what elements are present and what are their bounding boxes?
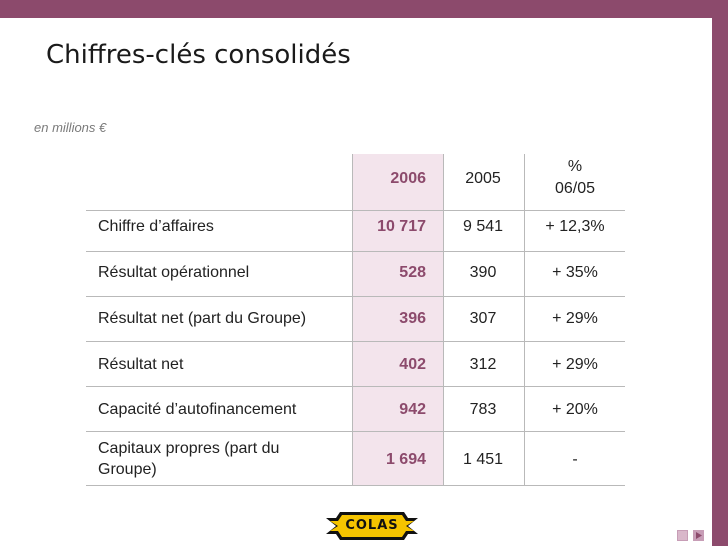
table-row-value-2006: 10 717 (377, 218, 426, 235)
header-pct-line2: 06/05 (554, 180, 596, 197)
row-divider (86, 431, 625, 432)
table-row-value-2006: 402 (399, 356, 426, 373)
table-row-change: + 20% (552, 401, 598, 418)
table-row-change: + 29% (552, 310, 598, 327)
right-accent-bar (712, 18, 728, 546)
highlight-column-2006 (352, 154, 443, 486)
square-icon (678, 531, 687, 540)
header-2006: 2006 (390, 170, 426, 187)
table-row-label-line2: Groupe) (98, 461, 157, 478)
table-row-label: Capacité d’autofinancement (98, 401, 297, 418)
header-pct-line1: % (567, 158, 583, 175)
next-slide-button[interactable] (693, 530, 704, 541)
table-row-label-line1: Capitaux propres (part du (98, 440, 280, 457)
table-row-value-2005: 312 (469, 356, 497, 373)
row-divider (86, 210, 625, 211)
table-row-value-2006: 528 (399, 264, 426, 281)
logo-fill (330, 515, 414, 537)
table-row-label: Chiffre d’affaires (98, 218, 214, 235)
units-caption: en millions € (34, 120, 107, 135)
table-row-change: + 35% (552, 264, 598, 281)
row-divider (86, 485, 625, 486)
table-row-value-2005: 390 (469, 264, 497, 281)
previous-slide-button[interactable] (677, 530, 688, 541)
column-divider (443, 154, 444, 486)
row-divider (86, 251, 625, 252)
row-divider (86, 341, 625, 342)
column-divider (352, 154, 353, 486)
table-row-label: Résultat opérationnel (98, 264, 250, 281)
table-row-value-2006: 1 694 (385, 451, 426, 468)
table-row-label: Résultat net (part du Groupe) (98, 310, 307, 327)
table-row-change: + 29% (552, 356, 598, 373)
table-row-value-2006: 396 (399, 310, 426, 327)
table-row-value-2006: 942 (399, 401, 426, 418)
row-divider (86, 386, 625, 387)
header-2005: 2005 (465, 170, 501, 187)
slide-title: Chiffres-clés consolidés (46, 40, 351, 70)
table-row-change: + 12,3% (545, 218, 605, 235)
table-row-value-2005: 307 (469, 310, 497, 327)
play-arrow-icon (696, 532, 702, 539)
logo-text: COLAS (345, 518, 399, 533)
top-accent-bar (0, 0, 728, 18)
row-divider (86, 296, 625, 297)
table-row-label: Résultat net (98, 356, 184, 373)
column-divider (524, 154, 525, 486)
table-row-change: - (572, 451, 578, 468)
table-row-value-2005: 9 541 (462, 218, 504, 235)
colas-logo-graphic (326, 512, 418, 540)
table-row-value-2005: 1 451 (462, 451, 504, 468)
colas-logo: COLAS (326, 512, 418, 540)
table-row-value-2005: 783 (469, 401, 497, 418)
